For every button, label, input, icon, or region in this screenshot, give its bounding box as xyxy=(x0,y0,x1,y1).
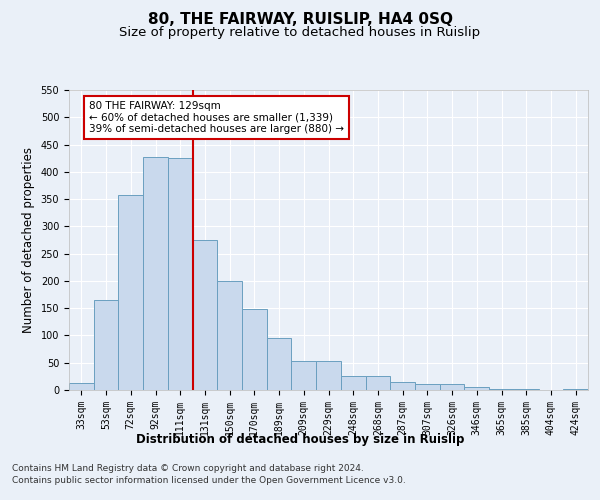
Bar xyxy=(168,158,193,390)
Text: Contains HM Land Registry data © Crown copyright and database right 2024.: Contains HM Land Registry data © Crown c… xyxy=(12,464,364,473)
Text: Size of property relative to detached houses in Ruislip: Size of property relative to detached ho… xyxy=(119,26,481,39)
Bar xyxy=(365,376,390,390)
Text: 80, THE FAIRWAY, RUISLIP, HA4 0SQ: 80, THE FAIRWAY, RUISLIP, HA4 0SQ xyxy=(148,12,452,28)
Bar xyxy=(217,281,242,390)
Bar xyxy=(69,383,94,390)
Bar xyxy=(143,156,168,390)
Bar xyxy=(341,376,365,390)
Bar xyxy=(242,310,267,390)
Bar xyxy=(316,360,341,390)
Bar xyxy=(489,389,514,390)
Bar xyxy=(415,384,440,390)
Y-axis label: Number of detached properties: Number of detached properties xyxy=(22,147,35,333)
Bar xyxy=(464,388,489,390)
Text: Distribution of detached houses by size in Ruislip: Distribution of detached houses by size … xyxy=(136,432,464,446)
Text: Contains public sector information licensed under the Open Government Licence v3: Contains public sector information licen… xyxy=(12,476,406,485)
Bar xyxy=(292,360,316,390)
Bar xyxy=(390,382,415,390)
Text: 80 THE FAIRWAY: 129sqm
← 60% of detached houses are smaller (1,339)
39% of semi-: 80 THE FAIRWAY: 129sqm ← 60% of detached… xyxy=(89,101,344,134)
Bar xyxy=(118,196,143,390)
Bar xyxy=(94,300,118,390)
Bar xyxy=(267,338,292,390)
Bar xyxy=(193,240,217,390)
Bar xyxy=(440,384,464,390)
